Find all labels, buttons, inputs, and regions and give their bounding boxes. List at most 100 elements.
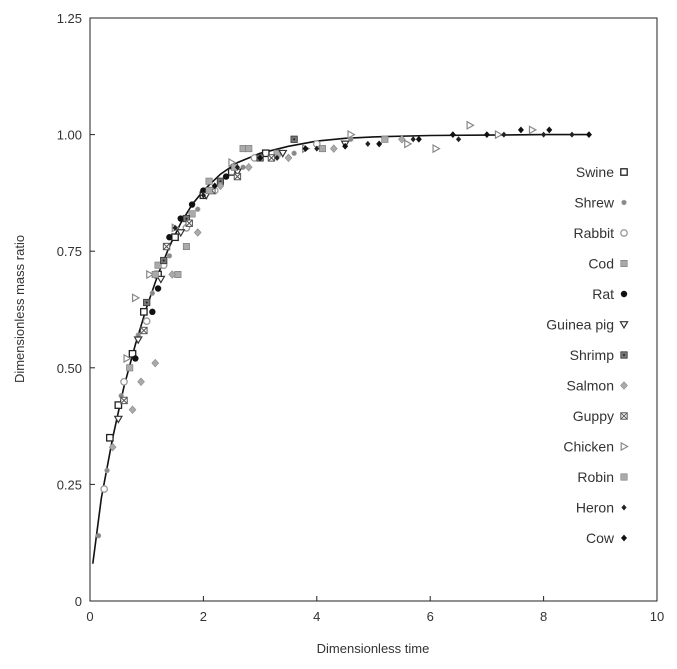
point-guppy — [233, 172, 242, 181]
point-heron — [274, 154, 280, 161]
point-cod — [381, 135, 389, 143]
legend-marker-shrimp — [620, 351, 628, 359]
legend-label-robin: Robin — [577, 469, 614, 485]
point-chicken — [466, 120, 475, 130]
legend-marker-chicken — [620, 441, 629, 452]
legend-label-shrew: Shrew — [574, 195, 615, 211]
data-points — [95, 120, 592, 539]
point-shrew — [291, 150, 297, 156]
y-tick-label: 1.25 — [57, 11, 82, 26]
point-cod — [318, 145, 326, 153]
point-swine — [261, 149, 270, 158]
legend-marker-rabbit — [620, 229, 628, 237]
x-tick-label: 6 — [427, 609, 434, 624]
point-chicken — [123, 353, 132, 364]
point-rat — [149, 308, 156, 316]
point-salmon — [151, 358, 160, 368]
y-tick-label: 0 — [75, 594, 82, 609]
point-cow — [449, 131, 456, 138]
legend-label-cod: Cod — [588, 256, 614, 272]
point-guppy — [185, 219, 193, 227]
point-cow — [211, 182, 218, 190]
point-rat — [177, 215, 184, 222]
point-rat — [222, 173, 230, 180]
point-heron — [200, 192, 206, 199]
point-guinea-pig — [156, 275, 166, 284]
legend-marker-robin — [620, 473, 628, 481]
point-swine — [171, 233, 179, 242]
legend-marker-salmon — [620, 381, 628, 390]
legend-marker-cod — [620, 259, 628, 267]
point-cod — [188, 210, 196, 218]
point-salmon — [128, 405, 137, 415]
point-cow — [376, 140, 383, 148]
x-tick-label: 4 — [313, 609, 320, 624]
legend-label-guppy: Guppy — [573, 408, 614, 424]
fit-curve — [92, 133, 589, 564]
point-cow — [415, 135, 422, 143]
point-rat — [132, 355, 139, 362]
point-cow — [546, 126, 553, 134]
point-guppy — [140, 326, 148, 335]
point-salmon — [168, 270, 177, 279]
point-salmon — [137, 377, 145, 387]
point-rat — [154, 285, 162, 292]
point-chicken — [347, 129, 356, 140]
point-salmon — [398, 135, 406, 144]
point-cod — [154, 261, 162, 269]
point-heron — [314, 145, 320, 152]
legend-label-chicken: Chicken — [563, 439, 614, 455]
point-chicken — [146, 269, 155, 280]
legend-marker-guinea-pig — [619, 321, 629, 330]
plot-frame — [89, 17, 658, 602]
point-chicken — [494, 129, 504, 140]
x-tick-label: 2 — [200, 609, 207, 624]
point-guppy — [162, 242, 171, 251]
point-heron — [365, 140, 371, 147]
point-salmon — [330, 144, 338, 153]
legend: Swine Shrew Rabbit Cod Rat Guinea pig Shrimp Sa… — [546, 164, 629, 546]
y-tick-label: 0.25 — [57, 477, 82, 492]
point-shrew — [195, 206, 201, 212]
legend-label-cow: Cow — [586, 530, 615, 546]
legend-label-guinea-pig: Guinea pig — [546, 317, 614, 333]
point-heron — [455, 136, 462, 143]
point-guppy — [267, 154, 276, 162]
point-salmon — [284, 153, 293, 163]
point-guppy — [120, 396, 128, 405]
x-tick-label: 8 — [540, 609, 547, 624]
point-heron — [569, 131, 575, 138]
point-swine — [114, 401, 123, 409]
point-rat — [188, 201, 196, 208]
point-heron — [410, 136, 416, 143]
x-tick-label: 0 — [86, 609, 93, 624]
point-shrew — [166, 253, 173, 259]
legend-marker-guppy — [620, 412, 628, 420]
x-tick-label: 10 — [650, 609, 664, 624]
point-cow — [342, 142, 349, 150]
legend-marker-heron — [621, 504, 627, 511]
point-shrew — [95, 533, 102, 539]
y-axis-title: Dimensionless mass ratio — [12, 235, 27, 383]
point-cod — [126, 364, 134, 372]
y-axis-ticks: 0 0.25 0.50 0.75 1.00 1.25 — [57, 11, 95, 609]
point-shrimp — [143, 298, 151, 307]
point-rabbit — [100, 485, 109, 493]
legend-label-salmon: Salmon — [567, 378, 614, 394]
point-guinea-pig — [176, 229, 186, 238]
point-guinea-pig — [133, 336, 143, 345]
point-salmon — [108, 442, 117, 452]
point-cod — [205, 177, 213, 185]
legend-label-swine: Swine — [576, 164, 614, 180]
point-cow — [585, 131, 592, 138]
legend-label-rabbit: Rabbit — [574, 225, 615, 241]
legend-label-rat: Rat — [592, 286, 614, 302]
point-swine — [105, 433, 114, 442]
point-salmon — [193, 228, 202, 237]
point-heron — [541, 131, 547, 138]
point-shrimp — [160, 256, 168, 265]
point-robin — [182, 243, 190, 251]
point-salmon — [216, 181, 225, 191]
point-heron — [501, 131, 507, 138]
